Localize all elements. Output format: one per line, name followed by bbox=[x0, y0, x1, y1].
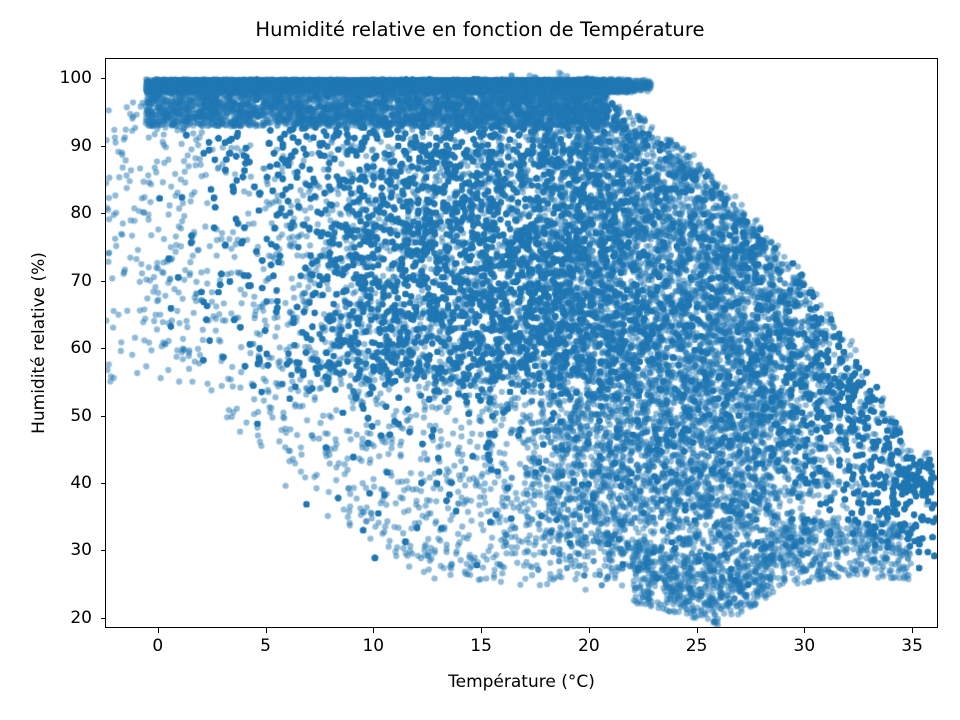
x-tick-mark bbox=[588, 628, 590, 633]
y-axis-label: Humidité relative (%) bbox=[29, 252, 49, 434]
y-tick-mark bbox=[100, 280, 105, 282]
y-tick-mark bbox=[100, 550, 105, 552]
y-tick-mark bbox=[100, 78, 105, 80]
y-tick-mark bbox=[100, 348, 105, 350]
y-tick-label: 100 bbox=[59, 68, 92, 89]
x-tick-mark bbox=[804, 628, 806, 633]
y-tick-label: 60 bbox=[70, 338, 92, 359]
y-tick-mark bbox=[100, 617, 105, 619]
x-tick-mark bbox=[696, 628, 698, 633]
x-tick-mark bbox=[481, 628, 483, 633]
x-tick-mark bbox=[265, 628, 267, 633]
x-tick-label: 25 bbox=[685, 636, 708, 656]
y-tick-label: 20 bbox=[70, 607, 92, 628]
y-tick-label: 40 bbox=[70, 472, 92, 493]
x-axis-label: Température (°C) bbox=[448, 672, 595, 692]
scatter-points-canvas bbox=[106, 59, 937, 627]
y-tick-mark bbox=[100, 482, 105, 484]
y-tick-label: 90 bbox=[70, 135, 92, 156]
y-tick-mark bbox=[100, 213, 105, 215]
y-tick-label: 30 bbox=[70, 540, 92, 561]
x-tick-label: 15 bbox=[470, 636, 492, 656]
y-tick-label: 50 bbox=[70, 405, 92, 426]
x-tick-label: 35 bbox=[901, 636, 923, 656]
x-tick-label: 30 bbox=[793, 636, 816, 656]
x-tick-label: 0 bbox=[152, 636, 164, 656]
x-tick-label: 10 bbox=[362, 636, 385, 656]
y-tick-mark bbox=[100, 145, 105, 147]
x-tick-mark bbox=[912, 628, 914, 633]
x-tick-mark bbox=[373, 628, 375, 633]
plot-area bbox=[105, 58, 938, 628]
y-tick-label: 80 bbox=[70, 203, 92, 224]
y-tick-label: 70 bbox=[70, 270, 92, 291]
chart-title: Humidité relative en fonction de Tempéra… bbox=[255, 18, 705, 41]
x-tick-mark bbox=[157, 628, 159, 633]
y-tick-mark bbox=[100, 415, 105, 417]
x-tick-label: 5 bbox=[260, 636, 271, 656]
x-tick-label: 20 bbox=[578, 636, 600, 656]
